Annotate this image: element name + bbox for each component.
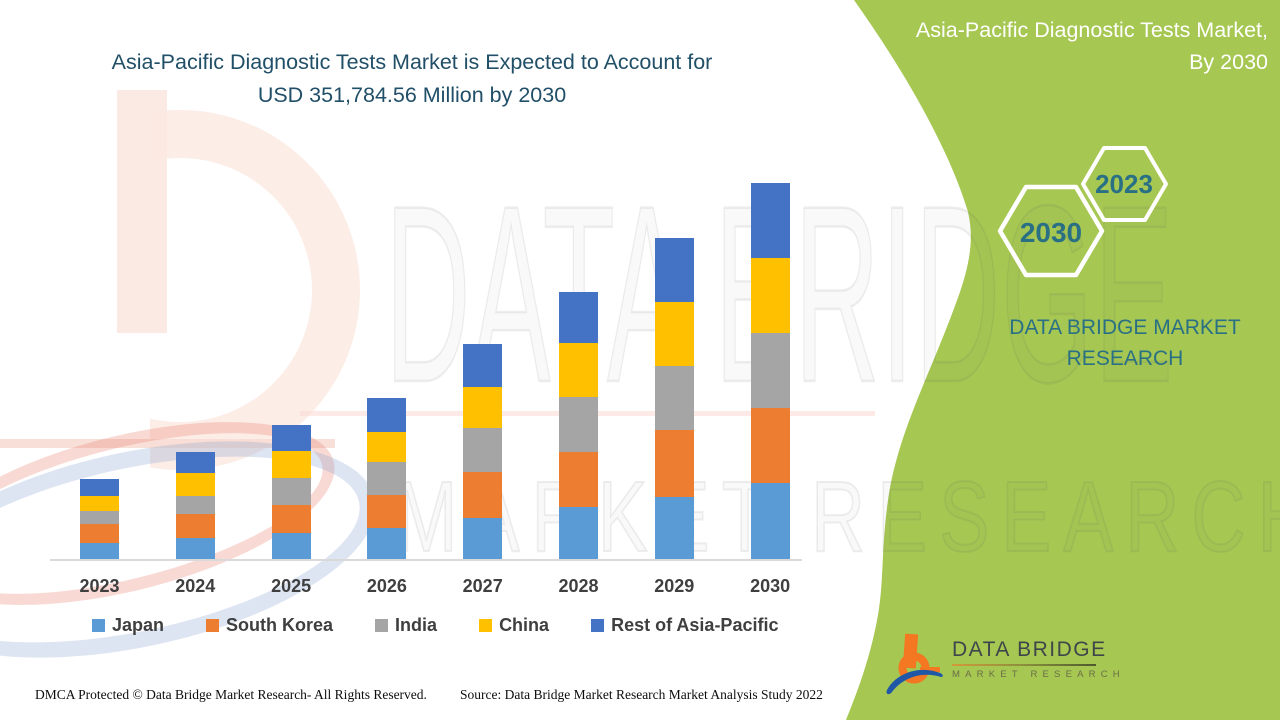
legend-label-china: China <box>499 615 550 635</box>
bar-2025-south-korea <box>271 505 311 534</box>
bar-2024-china <box>175 473 215 497</box>
hexagon-2023-label: 2023 <box>1095 169 1153 199</box>
logo-subtitle-text: MARKET RESEARCH <box>952 669 1125 680</box>
bar-2030-south-korea <box>750 408 790 483</box>
bar-2026-south-korea <box>367 494 407 528</box>
bar-2025-japan <box>271 533 311 560</box>
bar-2028-india <box>559 397 598 453</box>
footer-logo: DATA BRIDGE MARKET RESEARCH <box>884 632 1125 700</box>
legend-item-japan: Japan <box>92 615 164 636</box>
bar-2028-china <box>559 343 598 398</box>
bar-2025-rest-of-asia-pacific <box>271 425 311 452</box>
bar-2027-south-korea <box>463 472 503 519</box>
legend-swatch-rest-of-asia-pacific <box>591 619 605 632</box>
bar-2030-rest-of-asia-pacific <box>750 183 790 258</box>
bar-2029-india <box>654 366 694 431</box>
hexagon-2030-label: 2030 <box>1020 217 1082 248</box>
bar-2030-china <box>750 258 790 333</box>
bar-2028-rest-of-asia-pacific <box>559 292 598 344</box>
legend-item-china: China <box>479 615 549 636</box>
bar-2024-india <box>175 496 215 515</box>
legend-swatch-china <box>479 619 493 632</box>
watermark-underline-band <box>0 439 335 448</box>
bar-2026-japan <box>367 527 407 560</box>
legend-item-india: India <box>375 615 437 636</box>
bar-2025-india <box>271 478 311 506</box>
legend-swatch-japan <box>92 619 105 632</box>
hexagon-2023 <box>1081 146 1168 222</box>
x-axis-label-2024: 2024 <box>175 576 216 596</box>
bar-2024-rest-of-asia-pacific <box>175 452 215 474</box>
hexagon-2030 <box>997 184 1105 278</box>
bar-2024-japan <box>175 538 215 560</box>
x-axis-label-2030: 2030 <box>750 576 791 596</box>
brand-text: DATA BRIDGE MARKET RESEARCH <box>985 312 1265 374</box>
bar-2026-china <box>367 432 407 462</box>
bar-2023-india <box>80 511 119 525</box>
ribbon-title: Asia-Pacific Diagnostic Tests Market, By… <box>916 14 1268 78</box>
bar-2026-india <box>367 462 407 495</box>
bar-2027-china <box>463 386 503 429</box>
bar-2029-japan <box>654 497 694 560</box>
bar-2023-china <box>80 496 119 512</box>
legend-label-south-korea: South Korea <box>226 615 334 635</box>
data-bridge-logo-mark <box>886 633 943 695</box>
brand-text-line2: RESEARCH <box>1066 347 1184 370</box>
footer-source-text: Source: Data Bridge Market Research Mark… <box>460 687 823 702</box>
bar-2027-japan <box>463 518 503 560</box>
bar-2024-south-korea <box>175 514 215 539</box>
bar-2025-china <box>271 451 311 479</box>
bar-2026-rest-of-asia-pacific <box>367 398 407 432</box>
bar-2029-rest-of-asia-pacific <box>654 238 694 303</box>
bar-2029-south-korea <box>654 430 694 498</box>
x-axis-label-2028: 2028 <box>558 576 599 596</box>
legend-swatch-south-korea <box>206 619 220 632</box>
logo-name-text: DATA BRIDGE <box>952 638 1107 661</box>
x-axis-label-2026: 2026 <box>366 576 407 596</box>
legend-item-south-korea: South Korea <box>206 615 333 636</box>
x-axis-label-2025: 2025 <box>271 576 312 596</box>
page-title-line1: Asia-Pacific Diagnostic Tests Market is … <box>111 50 713 74</box>
bar-2028-japan <box>559 506 598 560</box>
x-axis-label-2027: 2027 <box>462 576 503 596</box>
page-title-line2: USD 351,784.56 Million by 2030 <box>257 83 567 107</box>
bar-2027-rest-of-asia-pacific <box>463 344 503 387</box>
chart-legend: Japan South Korea India China Rest of Asia-P… <box>92 615 778 636</box>
watermark-text-line2: MARKET RESEARCH <box>394 460 1280 574</box>
footer-dmca-text: DMCA Protected © Data Bridge Market Rese… <box>35 687 427 702</box>
legend-label-india: India <box>395 615 438 635</box>
legend-label-rest-of-asia-pacific: Rest of Asia-Pacific <box>611 615 779 635</box>
bar-2023-rest-of-asia-pacific <box>80 479 119 497</box>
bar-2027-india <box>463 428 503 473</box>
x-axis-label-2023: 2023 <box>79 576 120 596</box>
bar-2028-south-korea <box>559 452 598 507</box>
legend-swatch-india <box>375 619 389 632</box>
bar-2030-india <box>750 333 790 408</box>
legend-item-rest-of-asia-pacific: Rest of Asia-Pacific <box>591 615 778 636</box>
legend-label-japan: Japan <box>112 615 165 635</box>
brand-text-line1: DATA BRIDGE MARKET <box>1009 316 1241 339</box>
watermark-logo-stem <box>117 90 167 333</box>
page-title: Asia-Pacific Diagnostic Tests Market is … <box>52 46 772 112</box>
bar-2023-japan <box>80 542 119 560</box>
bar-2023-south-korea <box>80 524 119 543</box>
x-axis-line <box>50 559 802 561</box>
ribbon-title-line2: By 2030 <box>1189 50 1268 74</box>
logo-rule <box>952 664 1096 666</box>
x-axis-label-2029: 2029 <box>654 576 695 596</box>
ribbon-title-line1: Asia-Pacific Diagnostic Tests Market, <box>915 18 1268 42</box>
bar-2029-china <box>654 302 694 367</box>
bar-2030-japan <box>750 482 790 560</box>
